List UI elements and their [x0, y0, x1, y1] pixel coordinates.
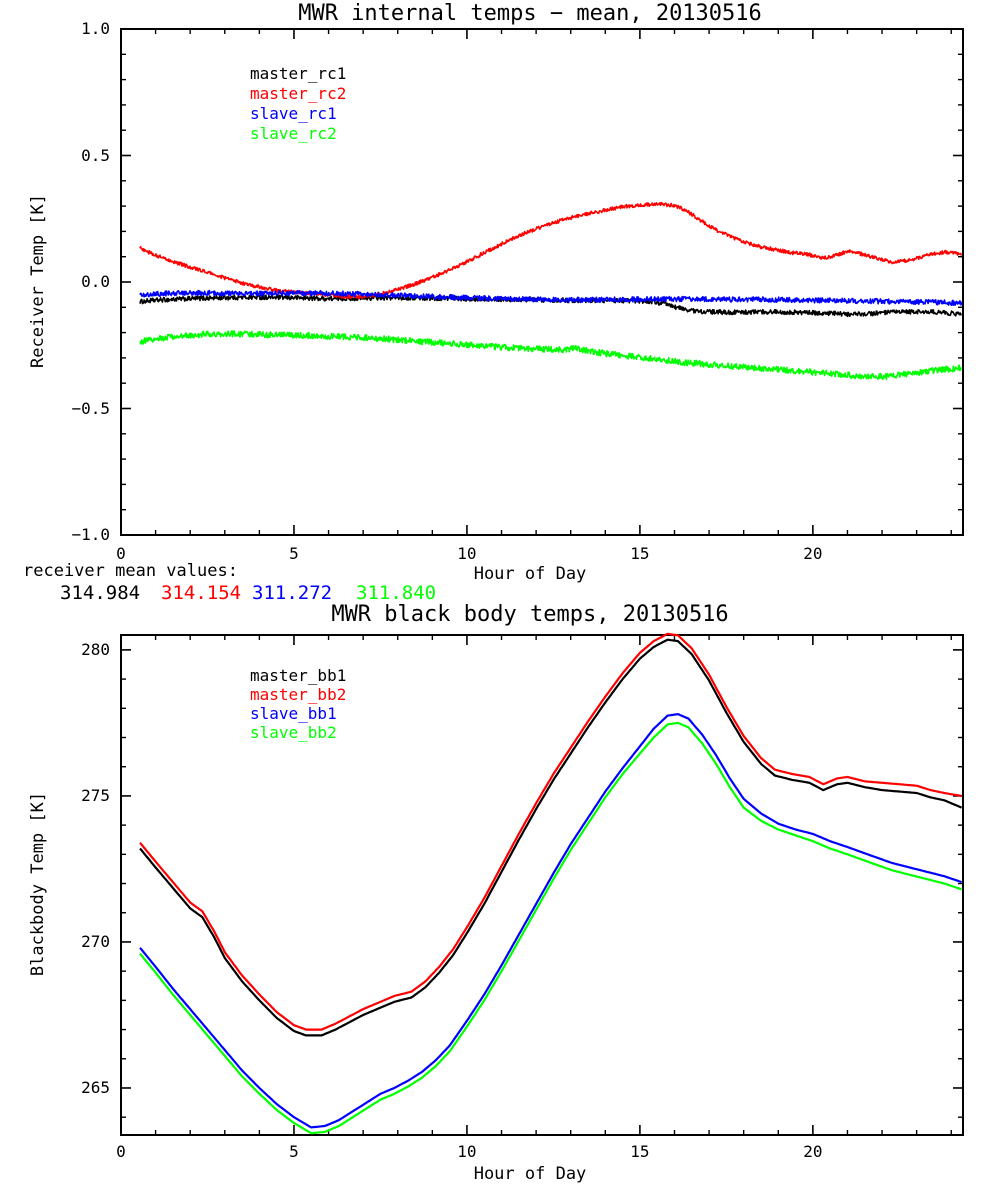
series-master_bb1	[139, 638, 963, 1037]
legend-label-master_rc2: master_rc2	[250, 84, 347, 103]
x-tick-label: 10	[457, 544, 477, 563]
y-tick-label: 280	[81, 639, 110, 659]
legend-label-master_bb2: master_bb2	[250, 685, 347, 704]
receiver-mean-value: 314.984	[60, 582, 141, 604]
receiver-mean-value: 314.154	[161, 582, 242, 604]
y-tick-label: 265	[81, 1077, 110, 1097]
x-tick-label: 20	[803, 544, 823, 563]
y-tick-label: −1.0	[71, 525, 110, 544]
chart2-xlabel: Hour of Day	[473, 1164, 587, 1184]
x-tick-label: 10	[457, 1142, 477, 1161]
series-master_rc2	[139, 201, 963, 300]
legend-label-master_rc1: master_rc1	[250, 64, 347, 83]
legend-label-slave_rc1: slave_rc1	[250, 104, 337, 123]
series-master_bb2	[139, 632, 962, 1031]
plot-frame	[120, 634, 964, 1136]
series-slave_rc1	[139, 289, 963, 307]
legend-label-slave_bb1: slave_bb1	[250, 704, 337, 723]
chart1-title: MWR internal temps − mean, 20130516	[298, 1, 762, 26]
y-tick-label: 270	[81, 931, 110, 951]
plot-frame	[120, 28, 964, 536]
legend-label-slave_bb2: slave_bb2	[250, 723, 337, 742]
legend-label-master_bb1: master_bb1	[250, 666, 347, 685]
legend-label-slave_rc2: slave_rc2	[250, 124, 337, 143]
x-tick-label: 5	[289, 544, 299, 563]
receiver-mean-values-label: receiver mean values:	[23, 561, 238, 581]
chart1-legend: master_rc1 master_rc2 slave_rc1 slave_rc2	[250, 64, 346, 144]
x-tick-label: 0	[116, 544, 126, 563]
x-tick-label: 20	[803, 1142, 823, 1161]
receiver-mean-value: 311.840	[356, 582, 437, 604]
chart2-title: MWR black body temps, 20130516	[331, 602, 729, 627]
y-tick-label: −0.5	[71, 398, 110, 418]
series-slave_rc2	[139, 330, 963, 381]
x-tick-label: 15	[630, 544, 650, 563]
y-tick-label: 1.0	[81, 19, 110, 38]
series-master_rc1	[139, 294, 962, 318]
chart2-legend: master_bb1 master_bb2 slave_bb1 slave_bb2	[250, 666, 346, 742]
y-tick-label: 0.5	[81, 145, 110, 165]
y-tick-label: 0.0	[81, 272, 110, 291]
x-tick-label: 0	[116, 1142, 126, 1161]
series-slave_bb1	[139, 712, 962, 1129]
x-tick-label: 5	[289, 1142, 299, 1161]
chart1-xlabel: Hour of Day	[473, 564, 587, 584]
receiver-mean-value: 311.272	[252, 582, 333, 604]
y-tick-label: 275	[81, 785, 110, 805]
series-slave_bb2	[139, 721, 962, 1135]
x-tick-label: 15	[630, 1142, 650, 1161]
